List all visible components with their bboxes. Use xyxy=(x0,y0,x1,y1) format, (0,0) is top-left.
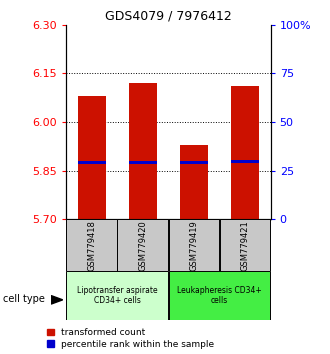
Legend: transformed count, percentile rank within the sample: transformed count, percentile rank withi… xyxy=(48,328,214,349)
Bar xyxy=(129,83,157,219)
Bar xyxy=(169,271,270,320)
Bar xyxy=(169,219,219,271)
Bar xyxy=(78,161,106,164)
Text: Lipotransfer aspirate
CD34+ cells: Lipotransfer aspirate CD34+ cells xyxy=(77,286,157,305)
Bar xyxy=(180,161,208,164)
Bar xyxy=(180,145,208,219)
Text: cell type: cell type xyxy=(3,294,45,304)
Text: GSM779420: GSM779420 xyxy=(138,220,147,270)
Bar xyxy=(78,96,106,219)
Bar xyxy=(231,86,259,219)
Text: GSM779421: GSM779421 xyxy=(241,220,249,270)
Bar xyxy=(117,219,168,271)
Title: GDS4079 / 7976412: GDS4079 / 7976412 xyxy=(105,9,232,22)
Bar xyxy=(66,219,117,271)
Polygon shape xyxy=(51,296,63,304)
Text: GSM779419: GSM779419 xyxy=(189,220,198,270)
Text: GSM779418: GSM779418 xyxy=(87,220,96,270)
Bar xyxy=(66,271,168,320)
Bar xyxy=(220,219,270,271)
Bar xyxy=(231,160,259,163)
Text: Leukapheresis CD34+
cells: Leukapheresis CD34+ cells xyxy=(177,286,262,305)
Bar xyxy=(129,161,157,164)
